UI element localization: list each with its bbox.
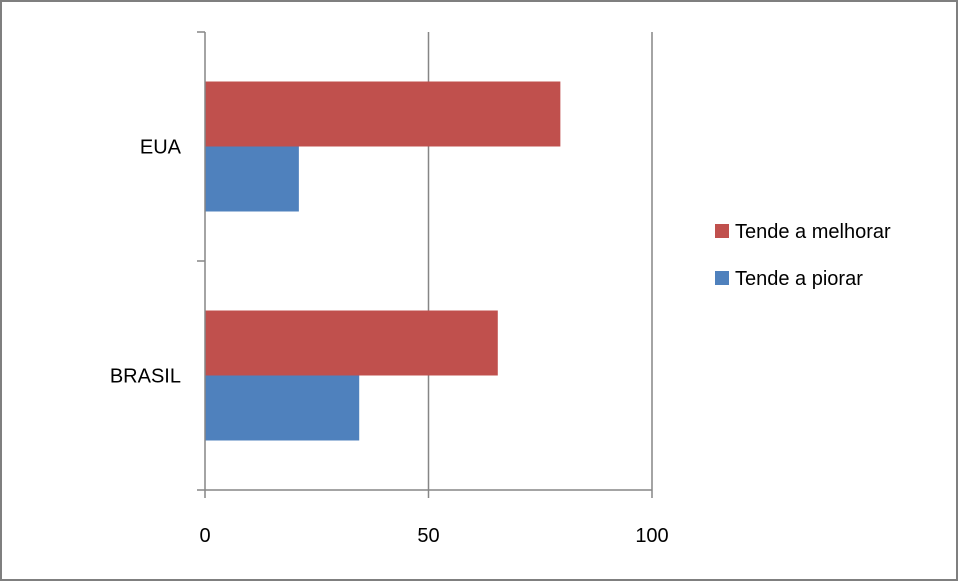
bar-tende-a-melhorar-eua <box>205 81 561 147</box>
bar-tende-a-piorar-eua <box>205 146 299 212</box>
legend-label: Tende a piorar <box>735 268 863 290</box>
bars <box>205 81 561 441</box>
tick-labels: BRASIL EUA 0 50 100 <box>110 137 669 548</box>
bar-tende-a-piorar-brasil <box>205 375 360 441</box>
legend-swatch <box>715 271 729 285</box>
category-label: BRASIL <box>110 366 181 388</box>
legend-swatch <box>715 224 729 238</box>
legend-label: Tende a melhorar <box>735 221 891 243</box>
x-tick-label: 50 <box>417 525 439 547</box>
x-tick-label: 0 <box>199 525 210 547</box>
bar-tende-a-melhorar-brasil <box>205 310 498 376</box>
x-tick-label: 100 <box>635 525 668 547</box>
category-label: EUA <box>140 137 182 159</box>
legend: Tende a melhorar Tende a piorar <box>715 221 891 290</box>
axes <box>197 31 653 498</box>
